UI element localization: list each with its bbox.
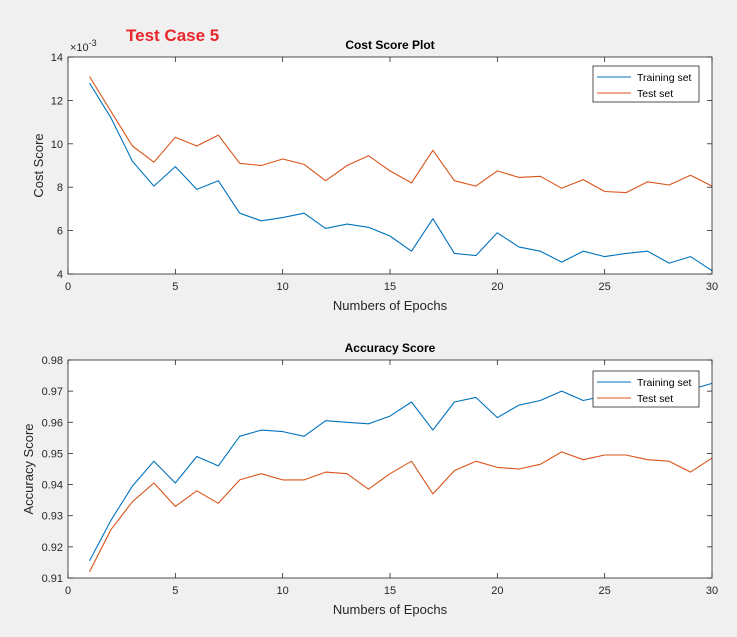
y-tick-label: 12: [51, 95, 63, 107]
series-line-training-set: [89, 82, 713, 272]
chart-title: Accuracy Score: [345, 341, 436, 355]
x-tick-label: 0: [65, 281, 71, 293]
legend-entry: Test set: [637, 393, 673, 405]
y-tick-label: 4: [57, 269, 63, 281]
y-tick-label: 0.95: [42, 448, 63, 460]
x-tick-label: 25: [599, 585, 611, 597]
y-tick-label: 0.93: [42, 511, 63, 523]
y-axis-exponent-label: ×10-3: [70, 38, 97, 54]
x-axis-label: Numbers of Epochs: [333, 298, 448, 313]
chart-title: Cost Score Plot: [345, 38, 434, 52]
legend-entry: Training set: [637, 72, 692, 84]
x-tick-label: 30: [706, 585, 718, 597]
x-tick-label: 10: [277, 585, 289, 597]
exponent-base: ×10: [70, 42, 89, 54]
x-axis-label: Numbers of Epochs: [333, 602, 448, 617]
cost-score-panel: 0 5 10 15 20 25 30 4 6 8 10 12 14 Cost Score Plot Numb…: [31, 38, 718, 313]
x-tick-label: 10: [277, 281, 289, 293]
x-tick-label: 30: [706, 281, 718, 293]
x-tick-label: 0: [65, 585, 71, 597]
figure-header: Test Case 5: [126, 26, 220, 45]
legend-box: [592, 370, 700, 408]
axes-box: [67, 359, 713, 579]
legend-entry: Test set: [637, 88, 673, 100]
legend-entry: Training set: [637, 377, 692, 389]
accuracy-score-panel: 0 5 10 15 20 25 30 0.91 0.92 0.93 0.94 0.95 0.96 0.97…: [21, 341, 718, 617]
series-line-test-set: [89, 76, 713, 194]
y-tick-label: 0.91: [42, 573, 63, 585]
series-line-test-set: [89, 451, 713, 573]
y-tick-label: 0.92: [42, 542, 63, 554]
x-tick-label: 5: [172, 585, 178, 597]
x-tick-label: 15: [384, 585, 396, 597]
y-tick-label: 10: [51, 139, 63, 151]
y-tick-label: 0.97: [42, 386, 63, 398]
y-axis-label: Accuracy Score: [21, 423, 36, 514]
legend-box: [592, 65, 700, 103]
y-tick-label: 0.96: [42, 417, 63, 429]
y-tick-label: 8: [57, 182, 63, 194]
y-tick-label: 6: [57, 226, 63, 238]
x-tick-label: 20: [491, 281, 503, 293]
y-tick-label: 0.98: [42, 355, 63, 367]
x-tick-label: 25: [599, 281, 611, 293]
y-axis-label: Cost Score: [31, 133, 46, 197]
y-tick-label: 14: [51, 52, 63, 64]
x-tick-label: 15: [384, 281, 396, 293]
x-tick-label: 5: [172, 281, 178, 293]
y-tick-label: 0.94: [42, 480, 63, 492]
exponent-power: -3: [89, 38, 97, 48]
axes-box: [67, 56, 713, 275]
x-tick-label: 20: [491, 585, 503, 597]
